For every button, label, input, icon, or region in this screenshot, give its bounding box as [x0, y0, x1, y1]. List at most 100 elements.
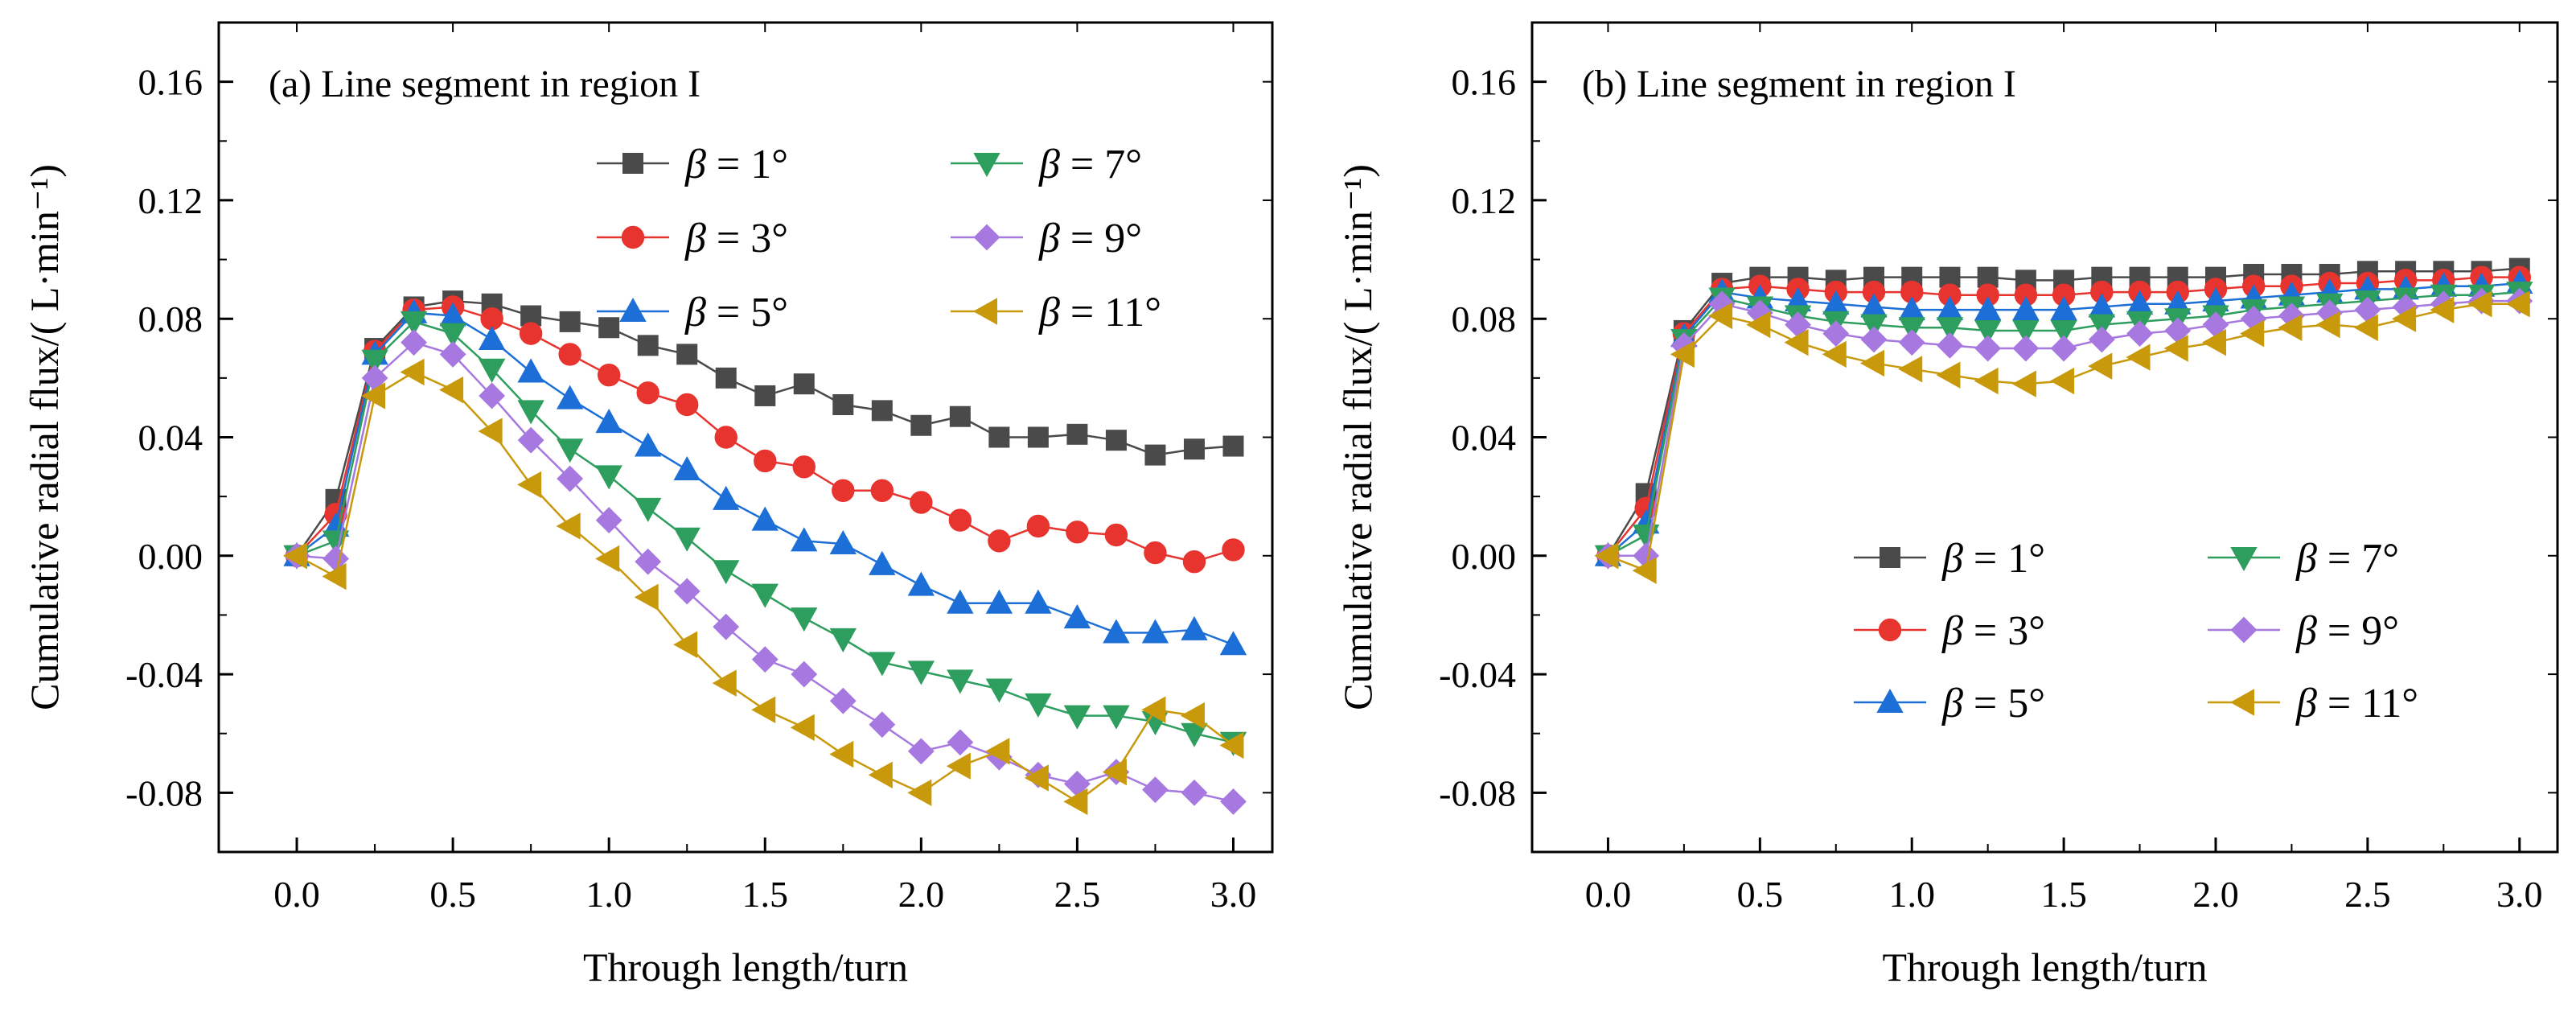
- y-axis-title: Cumulative radial flux/( L·min⁻¹): [22, 164, 67, 710]
- data-point: [947, 669, 974, 694]
- data-point: [1063, 604, 1091, 629]
- data-point: [754, 385, 776, 406]
- legend-label-value: = 7°: [2317, 536, 2399, 582]
- data-point: [792, 455, 816, 479]
- data-point: [754, 449, 777, 473]
- data-point: [1670, 340, 1695, 368]
- chart-panel-0: 0.0 0.5 1.0 1.5 2.0 2.5 3.0 -0.08 -0.04 0.00 0.04 0…: [22, 21, 1274, 990]
- data-point: [1898, 356, 1923, 383]
- data-point: [2012, 335, 2040, 362]
- legend-label: β = 7°: [1038, 142, 1142, 187]
- data-point: [519, 322, 543, 345]
- plot-frame: [1530, 21, 2559, 854]
- data-point: [1708, 302, 1733, 330]
- legend-label-value: = 5°: [1963, 681, 2045, 726]
- data-point: [2315, 311, 2340, 339]
- data-point: [829, 687, 857, 714]
- data-point: [1898, 317, 1925, 342]
- data-point: [635, 432, 662, 457]
- data-point: [907, 661, 935, 685]
- legend-marker: [2230, 547, 2258, 572]
- data-point: [751, 583, 779, 608]
- legend-item: β = 5°: [1854, 681, 2045, 726]
- data-point: [361, 382, 386, 409]
- data-point: [2163, 335, 2188, 362]
- legend-label-value: = 3°: [706, 216, 788, 261]
- data-point: [282, 542, 308, 570]
- x-tick-label: 0.5: [429, 874, 476, 915]
- legend-label-symbol: β: [684, 216, 706, 261]
- data-point: [829, 628, 857, 652]
- x-tick-label: 1.0: [1888, 874, 1935, 915]
- data-point: [673, 527, 700, 552]
- data-point: [1784, 328, 1809, 356]
- data-point: [634, 583, 659, 611]
- legend-marker: [1880, 547, 1900, 568]
- data-point: [478, 358, 506, 383]
- series-2: [1594, 269, 2533, 566]
- data-point: [907, 779, 932, 807]
- data-point: [1142, 776, 1169, 804]
- chart-panel-1: 0.0 0.5 1.0 1.5 2.0 2.5 3.0 -0.08 -0.04 0.00 0.04 0…: [1335, 21, 2559, 990]
- y-tick-label: 0.04: [138, 418, 203, 459]
- data-point: [1102, 758, 1127, 786]
- data-point: [791, 527, 818, 552]
- data-point: [556, 385, 584, 409]
- data-point: [1219, 731, 1244, 759]
- data-point: [1066, 423, 1088, 445]
- data-point: [1183, 438, 1205, 460]
- legend-label: β = 3°: [684, 216, 788, 261]
- data-point: [832, 479, 855, 502]
- data-point: [1144, 541, 1167, 565]
- data-point: [322, 562, 347, 591]
- legend-marker: [622, 153, 643, 174]
- legend-item: β = 1°: [597, 142, 788, 187]
- panel-title: (b) Line segment in region I: [1582, 63, 2016, 105]
- x-tick-label: 1.0: [585, 874, 632, 915]
- legend-marker: [2230, 616, 2258, 644]
- data-point: [598, 317, 620, 339]
- data-point: [1105, 430, 1127, 451]
- data-point: [557, 465, 584, 492]
- data-point: [713, 560, 740, 585]
- x-tick-label: 2.0: [2192, 874, 2239, 915]
- data-point: [2050, 319, 2077, 345]
- series-1: [285, 295, 1245, 574]
- data-point: [361, 349, 388, 374]
- legend-label-value: = 11°: [1060, 290, 1161, 335]
- data-point: [948, 508, 972, 532]
- data-point: [1180, 702, 1205, 730]
- y-tick-label: -0.08: [1439, 772, 1516, 813]
- data-point: [1141, 619, 1169, 644]
- data-point: [832, 393, 854, 415]
- data-point: [2088, 326, 2115, 353]
- data-point: [868, 761, 893, 788]
- legend-label: β = 5°: [1941, 681, 2045, 726]
- x-tick-label: 0.0: [273, 874, 320, 915]
- data-point: [1026, 514, 1050, 538]
- data-point: [439, 376, 464, 404]
- legend-label-symbol: β: [2295, 608, 2317, 654]
- legend-label-symbol: β: [2295, 681, 2317, 726]
- data-point: [673, 631, 698, 658]
- data-point: [2050, 296, 2077, 321]
- data-point: [907, 571, 935, 596]
- legend-item: β = 1°: [1854, 536, 2045, 582]
- x-tick-label: 2.5: [2344, 874, 2391, 915]
- data-point: [673, 578, 700, 605]
- series-5: [282, 358, 1244, 816]
- data-point: [2467, 290, 2492, 318]
- legend-label: β = 11°: [1038, 290, 1161, 335]
- x-tick-label: 0.5: [1737, 874, 1784, 915]
- data-point: [947, 589, 974, 614]
- legend-marker: [621, 225, 645, 249]
- series-line: [296, 341, 1234, 803]
- data-point: [673, 455, 700, 481]
- data-point: [1181, 615, 1208, 640]
- data-point: [751, 506, 779, 531]
- data-point: [478, 418, 503, 445]
- data-point: [949, 405, 971, 427]
- legend-label-symbol: β: [1038, 290, 1060, 335]
- data-point: [1182, 549, 1206, 574]
- legend: β = 1°β = 3°β = 5°β = 7°β = 9°β = 11°: [1854, 536, 2418, 726]
